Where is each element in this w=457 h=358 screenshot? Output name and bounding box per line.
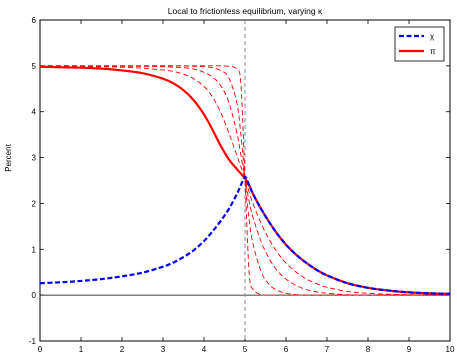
x-tick-label: 1 <box>79 345 84 354</box>
series-line-1 <box>39 65 451 295</box>
y-tick-label: 0 <box>32 291 37 300</box>
series-line-2 <box>39 65 451 296</box>
y-axis-label: Percent <box>4 143 13 171</box>
legend-box <box>394 26 445 62</box>
x-tick-label: 8 <box>366 345 371 354</box>
series-lines <box>39 65 451 296</box>
x-tick-label: 4 <box>202 345 207 354</box>
x-tick-label: 9 <box>407 345 412 354</box>
x-tick-label: 5 <box>243 345 248 354</box>
y-tick-label: 6 <box>32 16 37 25</box>
y-tick-label: 1 <box>32 245 37 254</box>
y-tick-label: -1 <box>29 337 37 346</box>
legend-label: χ <box>430 32 435 41</box>
y-tick-label: 4 <box>32 108 37 117</box>
y-tick-label: 5 <box>32 62 37 71</box>
x-tick-label: 10 <box>446 345 455 354</box>
legend-label: π <box>430 47 436 56</box>
x-tick-label: 2 <box>120 345 125 354</box>
series-line-0 <box>39 175 451 295</box>
x-tick-label: 0 <box>38 345 43 354</box>
x-tick-label: 3 <box>161 345 166 354</box>
legend: χπ <box>394 26 445 62</box>
chart-title: Local to frictionless equilibrium, varyi… <box>168 6 323 16</box>
x-tick-label: 7 <box>325 345 330 354</box>
y-tick-label: 2 <box>32 199 37 208</box>
y-tick-label: 3 <box>32 154 37 163</box>
x-tick-label: 6 <box>284 345 289 354</box>
